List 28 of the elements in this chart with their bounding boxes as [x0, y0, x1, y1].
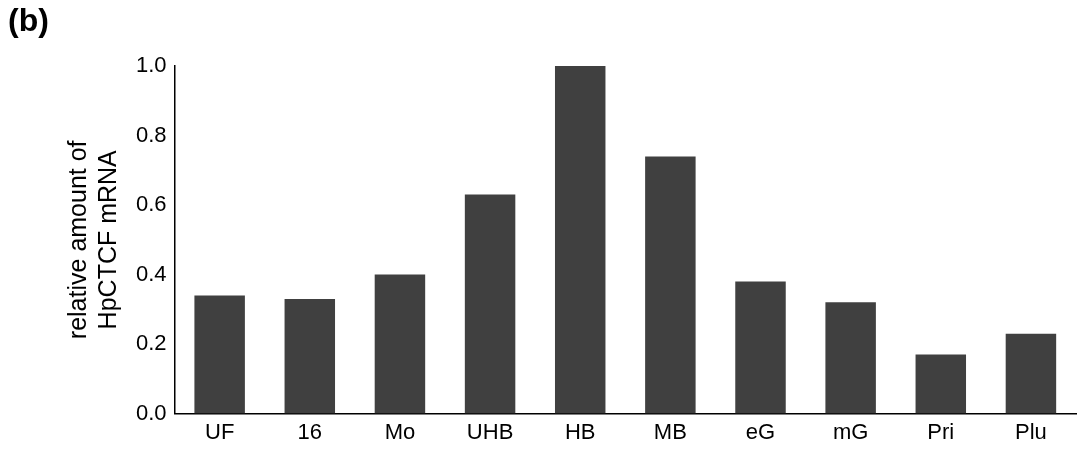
x-tick-label: MB	[653, 418, 687, 444]
bar	[735, 281, 786, 414]
x-tick-label: Plu	[1015, 418, 1047, 444]
chart-title: (b)	[8, 2, 49, 39]
bar	[645, 156, 696, 414]
bar	[915, 354, 967, 414]
x-tick-label: mG	[832, 418, 869, 444]
x-tick-label: UHB	[466, 418, 514, 444]
x-tick-label: HB	[564, 418, 596, 444]
bar	[284, 298, 336, 414]
x-tick-label: Pri	[927, 418, 955, 444]
y-tick-label: 0.8	[135, 121, 167, 147]
y-axis-title: relative amount of HpCTCF mRNA	[62, 140, 121, 340]
x-tick-label: eG	[745, 418, 776, 444]
bar	[1005, 333, 1057, 414]
bar	[825, 302, 876, 414]
x-tick-label: 16	[297, 418, 323, 444]
y-tick-label: 0.6	[135, 191, 167, 217]
bar	[374, 274, 426, 414]
y-tick-label: 1.0	[135, 52, 167, 78]
bar	[194, 295, 245, 414]
y-tick-label: 0.0	[135, 399, 167, 425]
x-tick-label: UF	[204, 418, 235, 444]
bar	[464, 194, 516, 414]
y-tick-label: 0.2	[135, 330, 167, 356]
y-tick-label: 0.4	[135, 260, 167, 286]
x-tick-label: Mo	[384, 418, 416, 444]
bar	[554, 66, 606, 414]
